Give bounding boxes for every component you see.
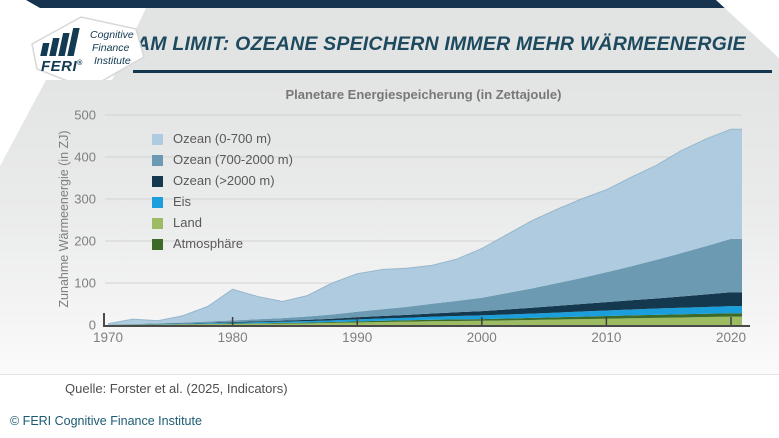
legend-item: Ozean (700-2000 m) (152, 153, 293, 167)
legend-label: Ozean (0-700 m) (173, 131, 272, 146)
stacked-area-chart: 1970 1980 1990 2000 2010 2020 0 100 200 300 400 500 (74, 108, 750, 345)
area-Eis (108, 306, 742, 325)
page-title: AM LIMIT: OZEANE SPEICHERN IMMER MEHR WÄ… (136, 33, 746, 55)
legend-item: Land (152, 216, 293, 230)
copyright-line: © FERI Cognitive Finance Institute (10, 414, 202, 428)
y-tick-label-200: 200 (74, 234, 96, 249)
x-tick-label-1970: 1970 (93, 330, 123, 345)
legend-label: Land (173, 215, 202, 230)
title-underline (133, 70, 772, 73)
legend-item: Eis (152, 195, 293, 209)
x-tick-label-2010: 2010 (591, 330, 621, 345)
y-tick-label-0: 0 (89, 318, 96, 333)
area-Ozean (700-2000 m) (108, 238, 742, 325)
top-navy-bar (0, 0, 779, 8)
legend-swatch (152, 238, 163, 250)
legend-item: Atmosphäre (152, 237, 293, 251)
logo-tagline-line: Institute (94, 55, 131, 67)
legend-item: Ozean (>2000 m) (152, 174, 293, 188)
feri-logo-text: FERI® (41, 58, 83, 75)
feri-logo-icon: FERI® Cognitive Finance Institute (31, 16, 145, 90)
area-Atmosphäre (108, 313, 742, 325)
legend-label: Ozean (700-2000 m) (173, 152, 293, 167)
logo-tagline-line: Finance (92, 42, 130, 54)
area-Land (108, 316, 742, 325)
legend-swatch (152, 196, 163, 208)
legend-label: Atmosphäre (173, 236, 244, 251)
x-tick-label-1980: 1980 (218, 330, 248, 345)
y-tick-label-100: 100 (74, 276, 96, 291)
legend-item: Ozean (0-700 m) (152, 132, 293, 146)
legend-swatch (152, 217, 163, 229)
legend-swatch (152, 154, 163, 166)
legend-swatch (152, 133, 163, 145)
chart-legend: Ozean (0-700 m) Ozean (700-2000 m) Ozean (… (152, 132, 293, 251)
area-Ozean (>2000 m) (108, 292, 742, 325)
total-outline (107, 128, 742, 325)
chart-section: Planetare Energiespeicherung (in Zettajo… (0, 80, 779, 375)
logo-tagline-line: Cognitive (90, 29, 134, 41)
legend-label: Eis (173, 194, 192, 209)
legend-swatch (152, 175, 163, 187)
x-tick-label-2000: 2000 (467, 330, 497, 345)
band-corner-cut (0, 80, 46, 166)
source-note: Quelle: Forster et al. (2025, Indicators… (65, 381, 288, 396)
y-tick-label-300: 300 (74, 192, 96, 207)
y-tick-label-400: 400 (74, 150, 96, 165)
x-tick-label-1990: 1990 (342, 330, 372, 345)
y-tick-label-500: 500 (74, 108, 96, 123)
feri-logo: FERI® Cognitive Finance Institute (26, 10, 158, 94)
legend-label: Ozean (>2000 m) (173, 173, 275, 188)
chart-title: Planetare Energiespeicherung (in Zettajo… (285, 87, 562, 102)
area-Ozean (0-700 m) (108, 129, 742, 325)
x-tick-label-2020: 2020 (716, 330, 746, 345)
